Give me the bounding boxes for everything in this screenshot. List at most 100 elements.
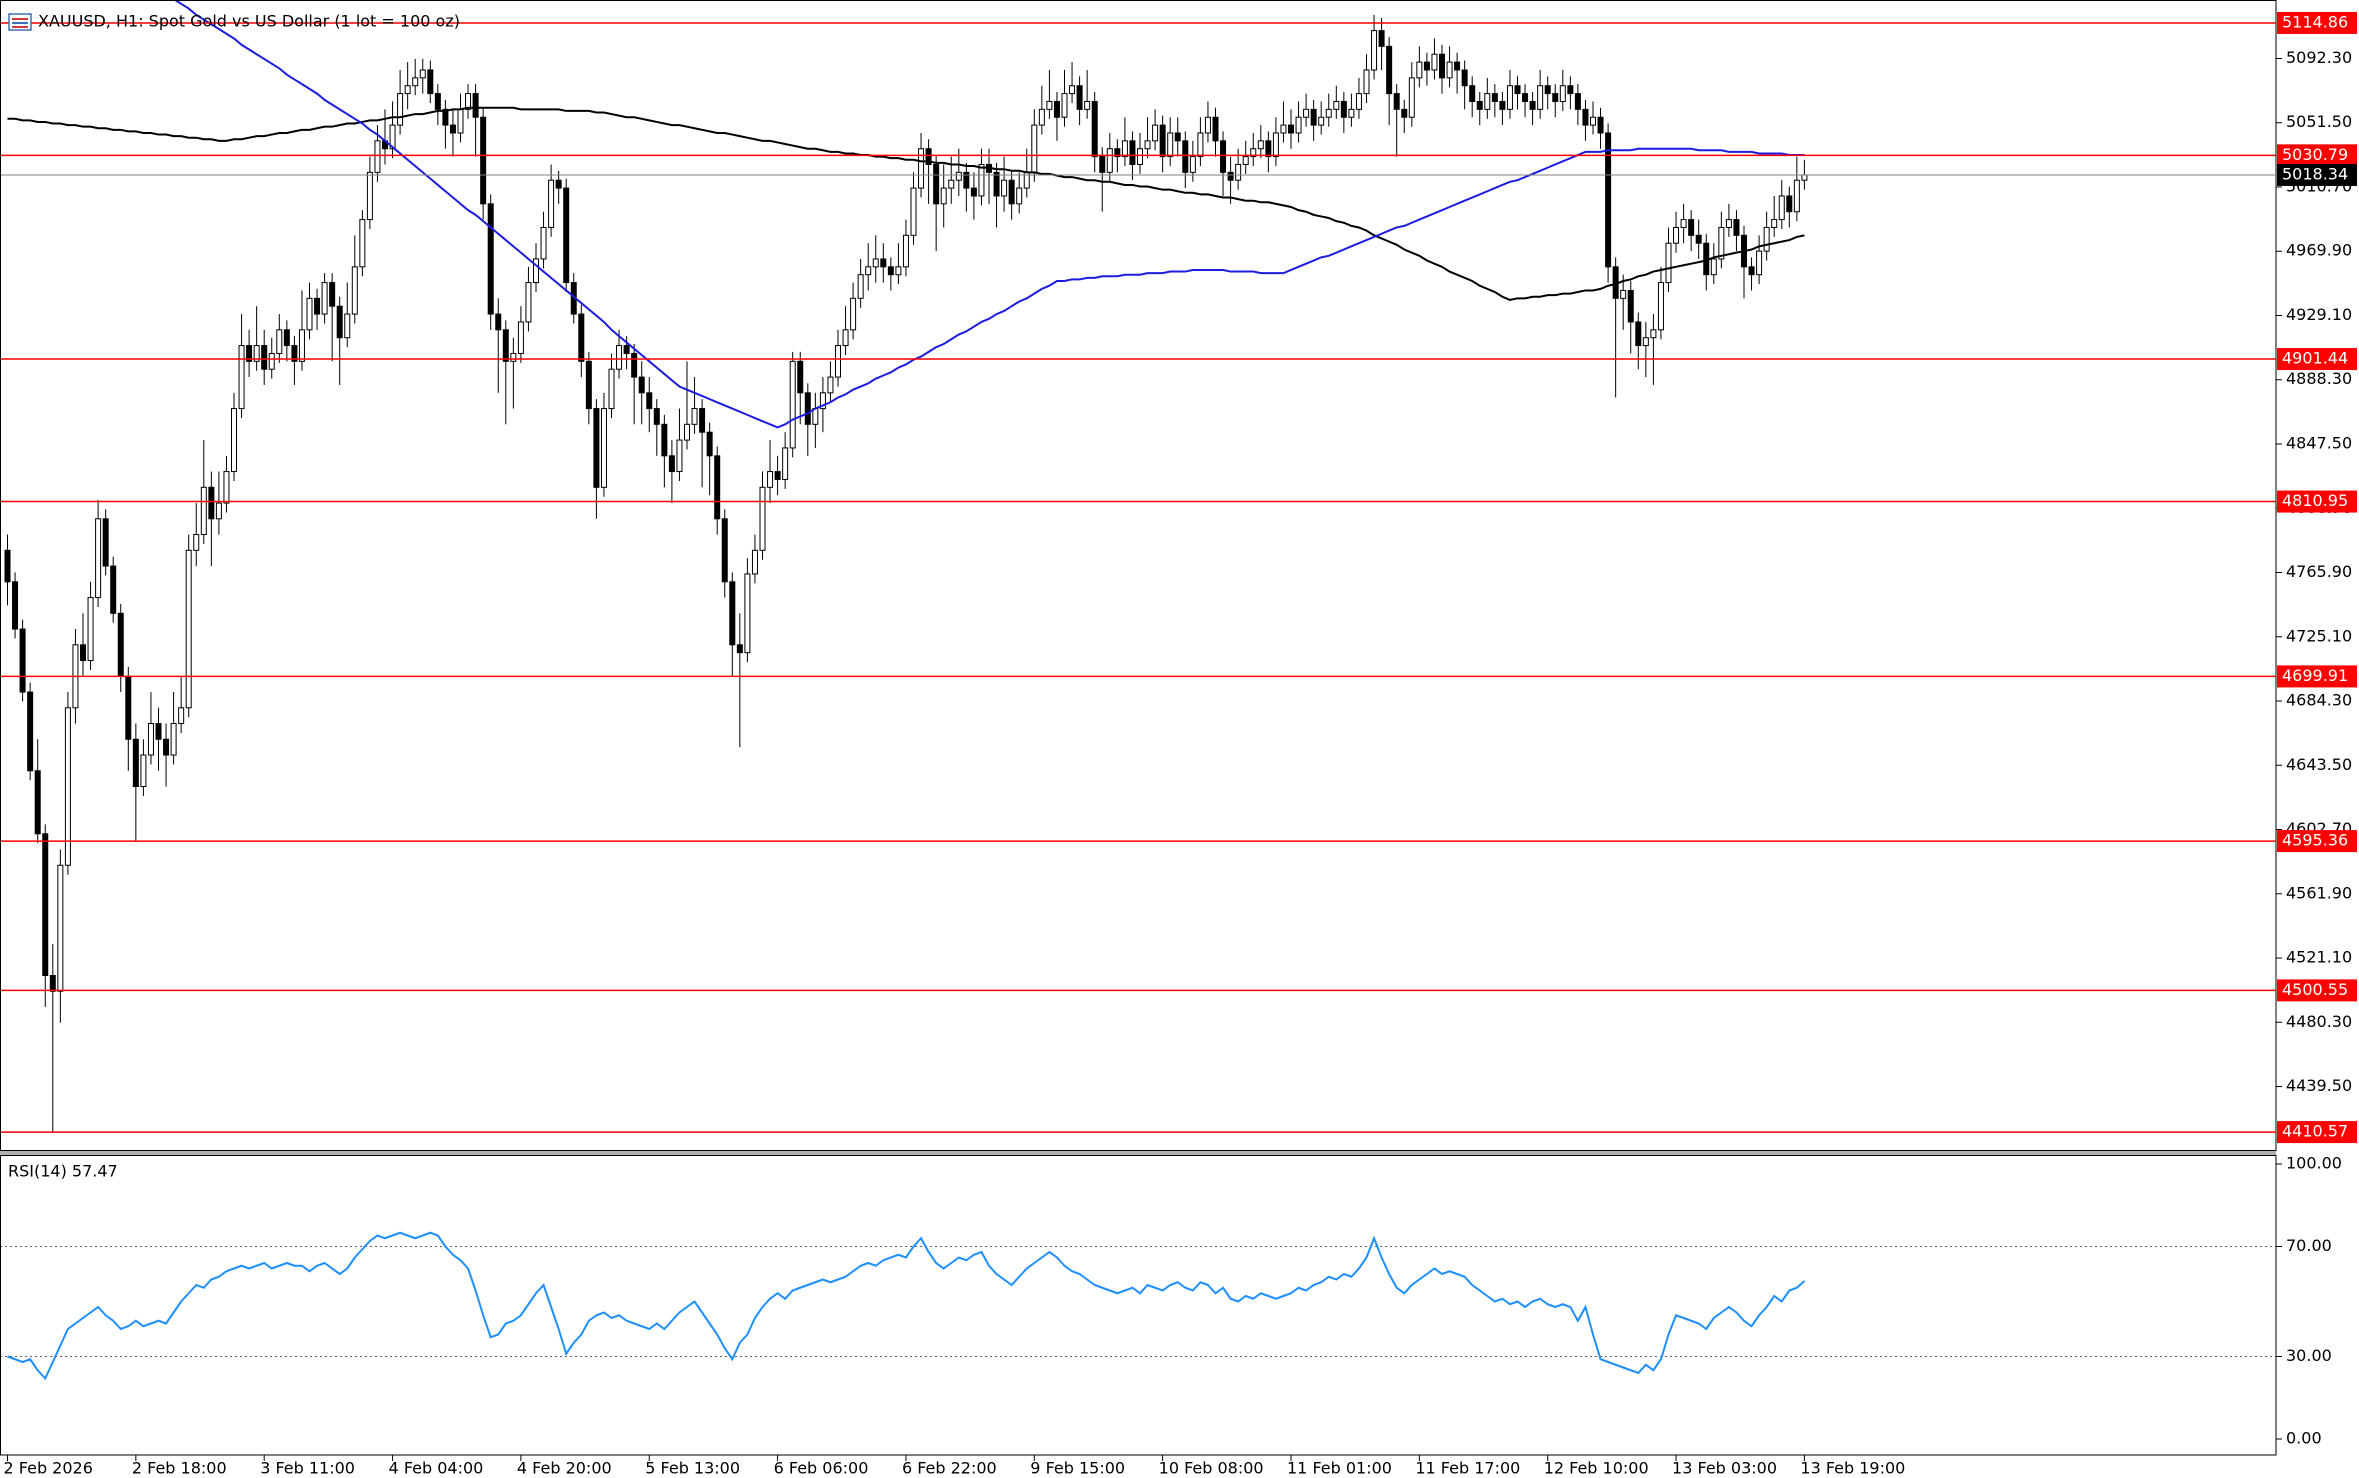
x-tick-label: 12 Feb 10:00 <box>1544 1459 1649 1478</box>
candle-body <box>1197 132 1204 158</box>
candle-body <box>684 423 690 441</box>
y-tick-label: 4847.50 <box>2286 434 2352 453</box>
candle-body <box>472 93 479 118</box>
candle-body <box>751 549 758 575</box>
y-tick-label: 4888.30 <box>2286 369 2352 388</box>
candle-body <box>1121 140 1128 158</box>
candle-body <box>1529 100 1536 110</box>
candle-body <box>623 345 630 354</box>
candle-body <box>1272 132 1279 158</box>
candle-body <box>1748 266 1755 276</box>
x-tick-label: 4 Feb 04:00 <box>389 1459 484 1478</box>
current-price-box <box>2277 163 2357 186</box>
candle-body <box>902 234 909 268</box>
candle-body <box>1053 100 1060 118</box>
candle-body <box>1801 174 1808 181</box>
candle-body <box>1325 108 1332 118</box>
candle-body <box>87 597 94 662</box>
candle-body <box>397 93 404 126</box>
candle-body <box>1431 53 1438 71</box>
candle-body <box>1559 85 1566 102</box>
candle-body <box>238 345 245 410</box>
candle-body <box>434 93 441 110</box>
candle-body <box>80 644 86 662</box>
candle-body <box>1401 108 1408 118</box>
candle-body <box>314 297 321 315</box>
candle-body <box>1544 85 1551 95</box>
candle-body <box>253 345 260 362</box>
level-label: 4595.36 <box>2282 831 2348 850</box>
candle-body <box>1439 53 1445 79</box>
candle-body <box>676 439 683 473</box>
candle-body <box>872 258 879 268</box>
candle-body <box>1635 321 1642 347</box>
y-tick-label: 5092.30 <box>2286 48 2352 67</box>
y-tick-label: 4765.90 <box>2286 562 2352 581</box>
candle-body <box>283 329 290 347</box>
candle-body <box>208 486 215 520</box>
candle-body <box>1174 132 1181 142</box>
candle-body <box>880 258 887 268</box>
x-tick-label: 6 Feb 22:00 <box>902 1459 997 1478</box>
candle-body <box>1348 108 1355 118</box>
candle-body <box>49 975 56 992</box>
level-label-box <box>2277 830 2357 853</box>
candle-body <box>797 360 804 394</box>
candle-body <box>1665 242 1672 284</box>
candle-body <box>374 140 381 173</box>
candle-body <box>12 581 19 630</box>
candle-body <box>449 124 456 134</box>
candle-body <box>223 471 230 504</box>
candle-body <box>1340 100 1347 118</box>
candle-body <box>1129 140 1136 165</box>
candle-body <box>819 392 826 410</box>
candle-body <box>1182 140 1189 173</box>
candle-body <box>1725 219 1732 228</box>
candle-body <box>653 408 660 425</box>
y-tick-label: 4969.90 <box>2286 241 2352 260</box>
level-label-box <box>2277 11 2357 34</box>
moving-average-line <box>7 106 1805 301</box>
candle-body <box>699 408 706 433</box>
symbol-icon <box>8 13 32 31</box>
candle-body <box>804 392 811 425</box>
candle-body <box>1333 100 1340 110</box>
candle-body <box>1506 85 1513 110</box>
candle-body <box>1642 337 1649 347</box>
candle-body <box>480 116 487 205</box>
candle-body <box>1499 100 1506 110</box>
candle-body <box>1189 156 1196 173</box>
candle-body <box>563 187 570 284</box>
candle-body <box>1265 140 1272 158</box>
candle-body <box>215 502 222 520</box>
candle-body <box>525 282 532 323</box>
candle-body <box>578 313 585 362</box>
candle-body <box>19 628 26 693</box>
current-price-label: 5018.34 <box>2282 164 2348 183</box>
candle-body <box>329 282 336 307</box>
candle-body <box>1227 171 1234 181</box>
rsi-y-tick-label: 0.00 <box>2286 1429 2322 1448</box>
candle-body <box>721 518 728 583</box>
rsi-y-tick-label: 70.00 <box>2286 1236 2332 1255</box>
candle-body <box>306 297 313 331</box>
candle-body <box>661 423 668 457</box>
candle-body <box>827 376 834 394</box>
candle-body <box>970 187 977 197</box>
x-tick-label: 4 Feb 20:00 <box>517 1459 612 1478</box>
y-tick-label: 4439.50 <box>2286 1076 2352 1095</box>
candle-body <box>857 274 864 299</box>
level-label-box <box>2277 979 2357 1002</box>
candle-body <box>1069 85 1076 95</box>
rsi-panel-frame <box>0 1155 2277 1456</box>
candle-body <box>1657 282 1664 331</box>
candle-body <box>412 77 419 87</box>
candle-body <box>1001 179 1008 197</box>
candle-body <box>1756 250 1763 276</box>
candle-body <box>895 266 902 276</box>
candle-body <box>1597 116 1604 134</box>
level-label: 5114.86 <box>2282 12 2348 31</box>
candle-body <box>1371 30 1378 71</box>
candle-body <box>465 93 472 110</box>
